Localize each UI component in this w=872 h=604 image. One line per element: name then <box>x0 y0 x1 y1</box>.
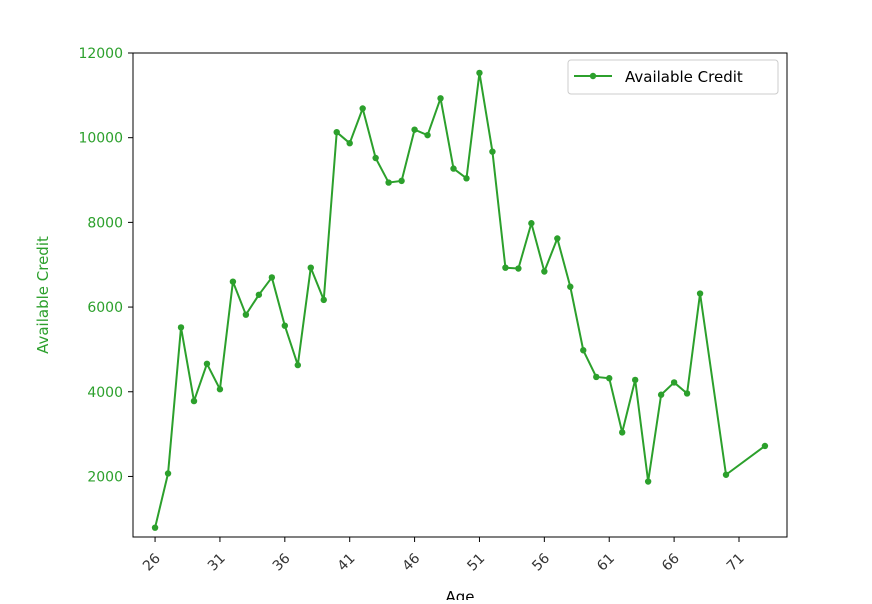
data-point <box>294 361 301 369</box>
y-tick-label: 10000 <box>78 131 123 147</box>
data-point <box>333 128 340 136</box>
data-point <box>320 296 327 304</box>
x-tick-label: 31 <box>205 551 229 575</box>
y-tick-label: 4000 <box>87 385 123 401</box>
legend: Available Credit <box>567 59 779 95</box>
data-point <box>203 360 211 368</box>
data-point <box>463 175 470 182</box>
data-point <box>398 177 405 185</box>
x-tick-label: 36 <box>270 550 294 574</box>
x-tick-label: 71 <box>724 551 748 575</box>
data-point <box>657 391 665 398</box>
series-layer <box>151 69 769 531</box>
series-line <box>154 71 766 528</box>
data-point <box>619 429 626 436</box>
x-tick-label: 46 <box>399 550 423 574</box>
x-tick-label: 41 <box>335 551 359 575</box>
x-tick-label: 51 <box>464 551 488 575</box>
data-point <box>515 265 522 272</box>
data-point <box>761 442 769 450</box>
data-point <box>696 290 704 297</box>
x-tick-label: 56 <box>529 550 553 574</box>
y-tick-label: 2000 <box>87 469 123 485</box>
data-point <box>528 220 535 227</box>
data-point <box>683 390 691 397</box>
data-point <box>644 478 652 485</box>
data-point <box>346 139 353 147</box>
data-point <box>502 264 509 271</box>
y-axis-label: Available Credit <box>34 236 52 354</box>
data-point <box>567 283 574 290</box>
data-point <box>541 268 548 275</box>
data-point <box>229 278 237 285</box>
data-point <box>476 69 483 77</box>
y-tick-label: 12000 <box>78 46 123 62</box>
data-point <box>424 131 431 139</box>
legend-marker-swatch <box>589 72 597 80</box>
y-tick-label: 6000 <box>87 300 123 316</box>
data-point <box>164 470 172 477</box>
data-point <box>411 126 418 133</box>
data-point <box>359 105 366 112</box>
x-tick-label: 66 <box>659 550 683 574</box>
data-point <box>580 347 587 354</box>
x-tick-label: 61 <box>594 551 618 575</box>
data-point <box>593 373 600 381</box>
legend-box <box>567 59 779 95</box>
data-point <box>268 274 276 281</box>
axis-ticks: 2000 4000 6000 8000 10000 12000 26 31 36 41 46 51 56… <box>78 46 747 574</box>
data-point <box>216 386 224 393</box>
data-point <box>372 154 379 162</box>
data-point <box>307 264 314 271</box>
data-point <box>606 375 613 382</box>
data-point <box>554 235 561 242</box>
data-point <box>670 379 678 386</box>
data-point <box>190 397 198 405</box>
data-point <box>242 311 250 318</box>
y-tick-label: 8000 <box>87 215 123 231</box>
x-axis-label: Age <box>445 588 474 600</box>
data-point <box>722 471 730 478</box>
x-tick-label: 26 <box>140 550 164 574</box>
data-point <box>489 148 496 155</box>
data-point <box>631 376 639 384</box>
data-point <box>281 322 289 329</box>
plot-frame <box>132 52 788 538</box>
data-point <box>177 324 185 331</box>
data-point <box>151 524 159 531</box>
data-point <box>437 95 444 102</box>
data-point <box>450 165 457 172</box>
legend-label: Available Credit <box>625 68 743 86</box>
data-point <box>385 179 392 186</box>
data-point <box>255 291 263 298</box>
